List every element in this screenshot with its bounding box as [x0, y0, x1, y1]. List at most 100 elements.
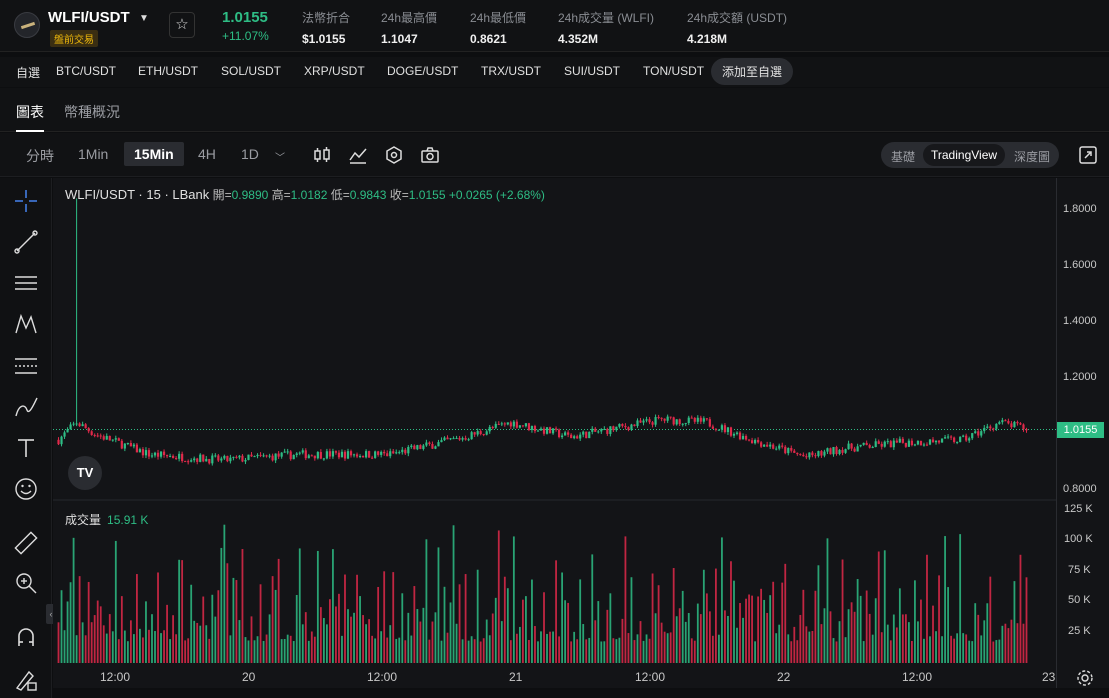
candle-body: [494, 423, 497, 428]
volume-bar: [332, 549, 334, 663]
tab-overview[interactable]: 幣種概況: [64, 104, 120, 120]
interval-1d[interactable]: 1D: [241, 146, 259, 162]
volume-bar: [534, 626, 536, 663]
quick-pair[interactable]: SOL/USDT: [221, 64, 282, 78]
chevron-down-icon[interactable]: ﹀: [275, 153, 285, 164]
volume-bar: [711, 635, 714, 663]
interval-1min[interactable]: 1Min: [78, 146, 109, 162]
chart-canvas[interactable]: [53, 178, 1056, 688]
candle-body: [461, 438, 464, 440]
view-basic[interactable]: 基礎: [891, 150, 916, 164]
zoom-in-icon[interactable]: [13, 570, 39, 596]
gear-icon[interactable]: [1075, 668, 1095, 688]
view-tradingview[interactable]: TradingView: [923, 144, 1006, 166]
interval-4h[interactable]: 4H: [198, 146, 216, 162]
horizontal-lines-icon[interactable]: [13, 270, 39, 296]
tab-chart[interactable]: 圖表: [16, 102, 44, 132]
volume-bar: [280, 639, 283, 663]
candle-body: [663, 418, 666, 421]
volume-bar: [567, 602, 570, 663]
collapse-toolbar-icon[interactable]: ‹: [46, 604, 56, 624]
brush-icon[interactable]: [13, 394, 39, 420]
quick-pair[interactable]: TON/USDT: [643, 64, 705, 78]
volume-bar: [449, 602, 452, 663]
favorite-star-icon[interactable]: ☆: [169, 12, 195, 38]
lock-drawing-icon[interactable]: [13, 666, 39, 692]
quick-pair[interactable]: BTC/USDT: [56, 64, 116, 78]
volume-bar: [657, 585, 660, 663]
candle-body: [404, 449, 407, 454]
volume-bar: [398, 637, 401, 663]
pattern-icon[interactable]: [13, 311, 39, 337]
candle-body: [645, 419, 648, 421]
candle-body: [144, 450, 148, 456]
candle-body: [208, 458, 211, 464]
candle-body: [747, 439, 751, 441]
volume-bar: [458, 584, 461, 663]
quick-pair[interactable]: XRP/USDT: [304, 64, 365, 78]
favorites-link[interactable]: 自選: [16, 66, 41, 80]
candle-body: [841, 449, 844, 453]
emoji-icon[interactable]: [13, 476, 39, 502]
chart-pane[interactable]: [53, 178, 1056, 688]
candle-body: [968, 438, 971, 441]
magnet-icon[interactable]: [13, 624, 39, 650]
candle-body: [814, 455, 817, 457]
tradingview-logo-icon[interactable]: TV: [68, 456, 102, 490]
crosshair-icon[interactable]: [13, 188, 39, 214]
settings-hex-icon[interactable]: [384, 145, 404, 165]
volume-bar: [169, 639, 171, 663]
quick-pair[interactable]: DOGE/USDT: [387, 64, 459, 78]
volume-bar: [467, 640, 470, 663]
candle-body: [796, 452, 799, 455]
volume-bar: [184, 640, 187, 663]
quick-pair[interactable]: SUI/USDT: [564, 64, 621, 78]
view-switcher: 基礎 TradingView 深度圖: [881, 142, 1059, 168]
candle-body: [205, 458, 208, 462]
legend-low-label: 低=: [330, 188, 350, 202]
interval-timeline[interactable]: 分時: [26, 148, 54, 164]
volume-bar: [374, 638, 377, 663]
camera-icon[interactable]: [420, 145, 440, 165]
candle-body: [431, 443, 434, 449]
volume-bar: [733, 580, 735, 663]
interval-15min[interactable]: 15Min: [124, 142, 184, 166]
volume-bar: [1025, 577, 1028, 663]
fibonacci-icon[interactable]: [13, 353, 39, 379]
stat-low: 24h最低價 0.8621: [470, 9, 526, 46]
volume-bar: [645, 634, 648, 663]
fullscreen-icon[interactable]: [1078, 145, 1098, 165]
volume-bar: [196, 622, 199, 663]
quick-pair[interactable]: TRX/USDT: [481, 64, 541, 78]
ruler-icon[interactable]: [13, 530, 39, 556]
volume-bar: [968, 640, 971, 663]
candle-body: [386, 453, 389, 457]
candle-body: [711, 426, 714, 429]
volume-bar: [944, 536, 946, 663]
volume-bar: [72, 537, 75, 663]
volume-bar: [627, 633, 630, 663]
trend-line-icon[interactable]: [13, 229, 39, 255]
volume-bar: [935, 631, 937, 663]
volume-bar: [380, 631, 383, 663]
view-depth[interactable]: 深度圖: [1014, 150, 1051, 164]
volume-bar: [817, 565, 820, 663]
volume-bar: [805, 626, 808, 663]
candle-body: [1007, 420, 1010, 424]
quick-pair[interactable]: ETH/USDT: [138, 64, 198, 78]
add-favorite-button[interactable]: 添加至自選: [711, 58, 794, 85]
candle-body: [844, 449, 847, 453]
candle-body: [1010, 423, 1013, 428]
volume-bar: [123, 630, 126, 663]
pair-name[interactable]: WLFI/USDT: [48, 9, 130, 26]
volume-bar: [929, 636, 931, 663]
indicators-icon[interactable]: [348, 145, 368, 165]
text-tool-icon[interactable]: [13, 435, 39, 461]
volume-bar: [959, 534, 962, 663]
volume-bar: [247, 640, 250, 663]
candle-style-icon[interactable]: [312, 145, 332, 165]
candle-body: [666, 416, 669, 421]
chevron-down-icon[interactable]: ▼: [139, 13, 149, 24]
volume-bar: [727, 615, 729, 663]
candle-body: [570, 434, 573, 439]
